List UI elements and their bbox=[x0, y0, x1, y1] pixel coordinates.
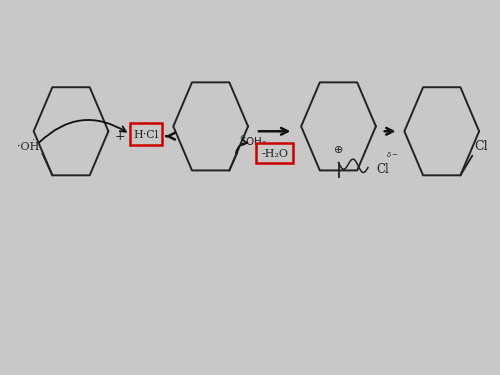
Text: Cl: Cl bbox=[376, 163, 389, 176]
Text: ·OH: ·OH bbox=[17, 142, 40, 152]
Text: $^{\oplus}$OH$_2$: $^{\oplus}$OH$_2$ bbox=[239, 134, 268, 149]
Bar bbox=[130, 123, 162, 145]
Text: -H₂O: -H₂O bbox=[261, 149, 288, 159]
Text: Cl: Cl bbox=[474, 140, 488, 153]
Text: +: + bbox=[115, 130, 126, 142]
Bar bbox=[256, 143, 294, 163]
Text: ⊕: ⊕ bbox=[334, 145, 343, 155]
Text: $^{δ-}$: $^{δ-}$ bbox=[386, 153, 399, 163]
Text: ··: ·· bbox=[32, 135, 38, 145]
Text: H·Cl: H·Cl bbox=[133, 130, 158, 140]
